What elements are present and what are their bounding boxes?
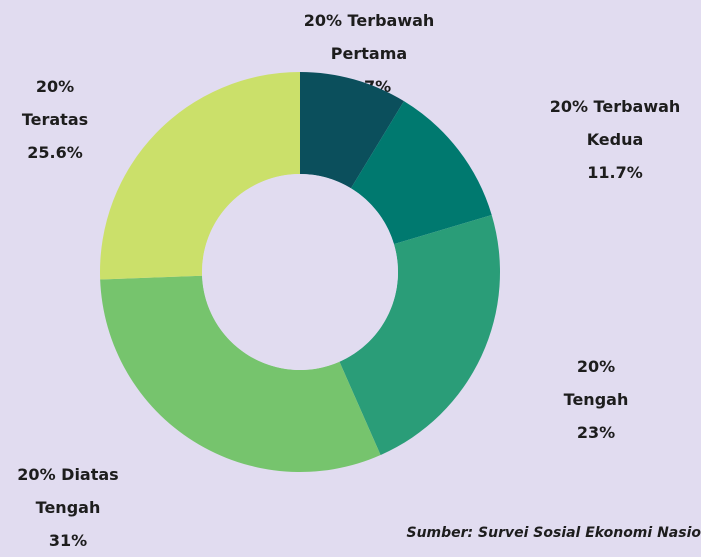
page: {"chart_data": {"type": "donut", "catego… [0,0,701,549]
chart [0,0,701,549]
source-note: Sumber: Survei Sosial Ekonomi Nasio [407,525,701,541]
donut-hole [202,174,398,370]
